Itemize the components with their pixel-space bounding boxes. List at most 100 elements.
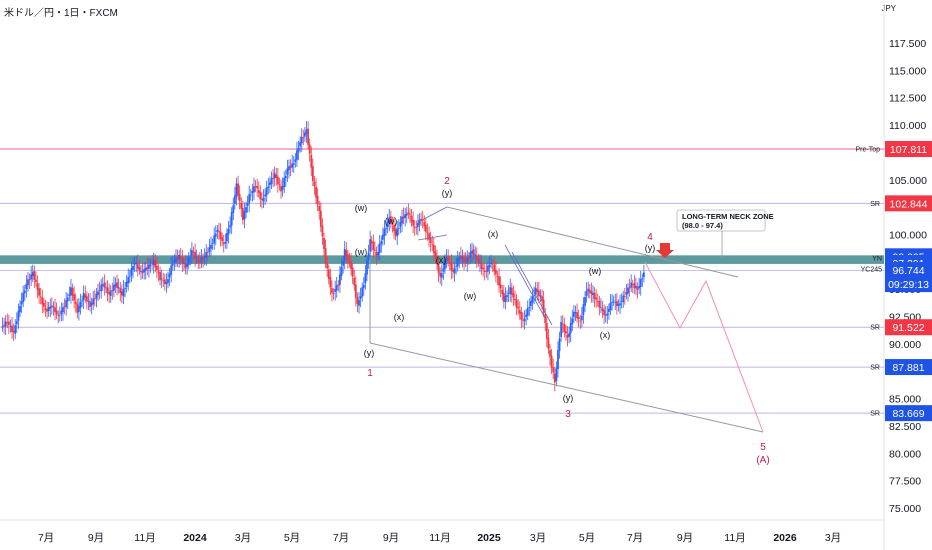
y-tick-label: 105.000 [889, 175, 927, 187]
candle-body [633, 283, 636, 289]
candle-body [157, 271, 160, 273]
candle-body [636, 287, 639, 290]
y-tick-label: 82.500 [889, 421, 921, 433]
candle-body [514, 298, 516, 301]
candle-body [324, 247, 327, 264]
candle-body [566, 334, 569, 338]
wave-label: (y) [563, 393, 574, 403]
x-tick-label: 2025 [477, 532, 501, 544]
candle-body [388, 217, 391, 223]
candle-body [397, 227, 400, 229]
candle-body [639, 279, 642, 287]
candle-body [358, 300, 360, 306]
wave-label: (x) [394, 312, 405, 322]
minor-channel-b [511, 251, 553, 326]
candle-body [417, 223, 419, 227]
candle-body [485, 270, 488, 272]
y-tick-label: 75.000 [889, 503, 921, 515]
candle-body [127, 277, 130, 284]
candle-body [50, 305, 53, 308]
candle-body [635, 286, 637, 289]
candle-body [224, 241, 227, 244]
candle-body [558, 338, 561, 351]
candle-body [582, 304, 585, 316]
candle-body [81, 300, 83, 302]
candle-body [291, 163, 294, 168]
candle-body [109, 290, 112, 296]
candle-body [130, 268, 133, 276]
candle-body [149, 265, 152, 266]
candle-body [366, 260, 368, 275]
candle-body [587, 288, 590, 292]
candle-body [92, 298, 95, 305]
candle-body [205, 252, 208, 258]
candle-body [226, 233, 228, 242]
candle-body [30, 274, 33, 280]
candle-body [155, 266, 158, 270]
candle-body [577, 316, 580, 320]
candle-body [213, 235, 216, 244]
candle-body [85, 296, 88, 302]
candle-body [66, 297, 69, 302]
level-tag: SR [870, 325, 880, 332]
candle-body [98, 290, 101, 292]
level-badge [885, 359, 932, 376]
candle-body [151, 263, 154, 265]
candle-body [593, 292, 596, 300]
candle-body [595, 297, 598, 300]
candle-body [630, 282, 633, 288]
x-tick-label: 3月 [825, 532, 841, 544]
candle-body [606, 313, 609, 316]
candle-body [420, 218, 422, 220]
candle-body [448, 261, 451, 264]
candle-body [359, 296, 362, 299]
candle-body [227, 228, 230, 235]
candle-body [276, 176, 279, 185]
candle-body [537, 290, 540, 297]
candle-body [163, 279, 166, 284]
candle-body [4, 321, 7, 327]
candle-body [9, 325, 12, 327]
candle-body [197, 258, 200, 263]
candle-body [370, 240, 373, 244]
x-tick-label: 9月 [88, 532, 104, 544]
candle-body [240, 202, 243, 209]
candle-body [219, 231, 222, 239]
candle-body [77, 306, 80, 312]
candle-body [192, 251, 195, 253]
candle-body [233, 195, 236, 204]
candle-body [251, 191, 254, 194]
candle-body [590, 291, 593, 294]
candle-body [125, 281, 128, 288]
candle-body [518, 310, 521, 314]
candle-body [353, 278, 356, 286]
yc-tag: YC245 [861, 267, 883, 274]
candle-body [280, 185, 282, 192]
candle-body [378, 243, 381, 253]
candle-body [409, 214, 411, 216]
candle-body [385, 228, 387, 229]
candle-body [20, 301, 23, 305]
candle-body [272, 177, 274, 179]
candle-body [181, 257, 184, 264]
candle-body [319, 210, 322, 227]
candle-body [146, 266, 149, 270]
candle-body [361, 287, 364, 297]
candle-body [249, 194, 252, 196]
candle-body [132, 266, 134, 270]
candle-body [261, 199, 263, 201]
y-tick-label: 77.500 [889, 476, 921, 488]
wave-label: (y) [645, 243, 656, 253]
candle-body [329, 277, 332, 288]
candle-body [216, 229, 219, 233]
candle-body [350, 261, 352, 269]
candle-body [477, 258, 480, 263]
candle-body [46, 309, 48, 312]
candle-body [19, 305, 21, 313]
candle-body [206, 251, 209, 253]
candle-body [12, 330, 15, 333]
candle-body [1, 326, 4, 328]
candle-body [399, 221, 402, 227]
x-tick-label: 11月 [429, 532, 450, 544]
